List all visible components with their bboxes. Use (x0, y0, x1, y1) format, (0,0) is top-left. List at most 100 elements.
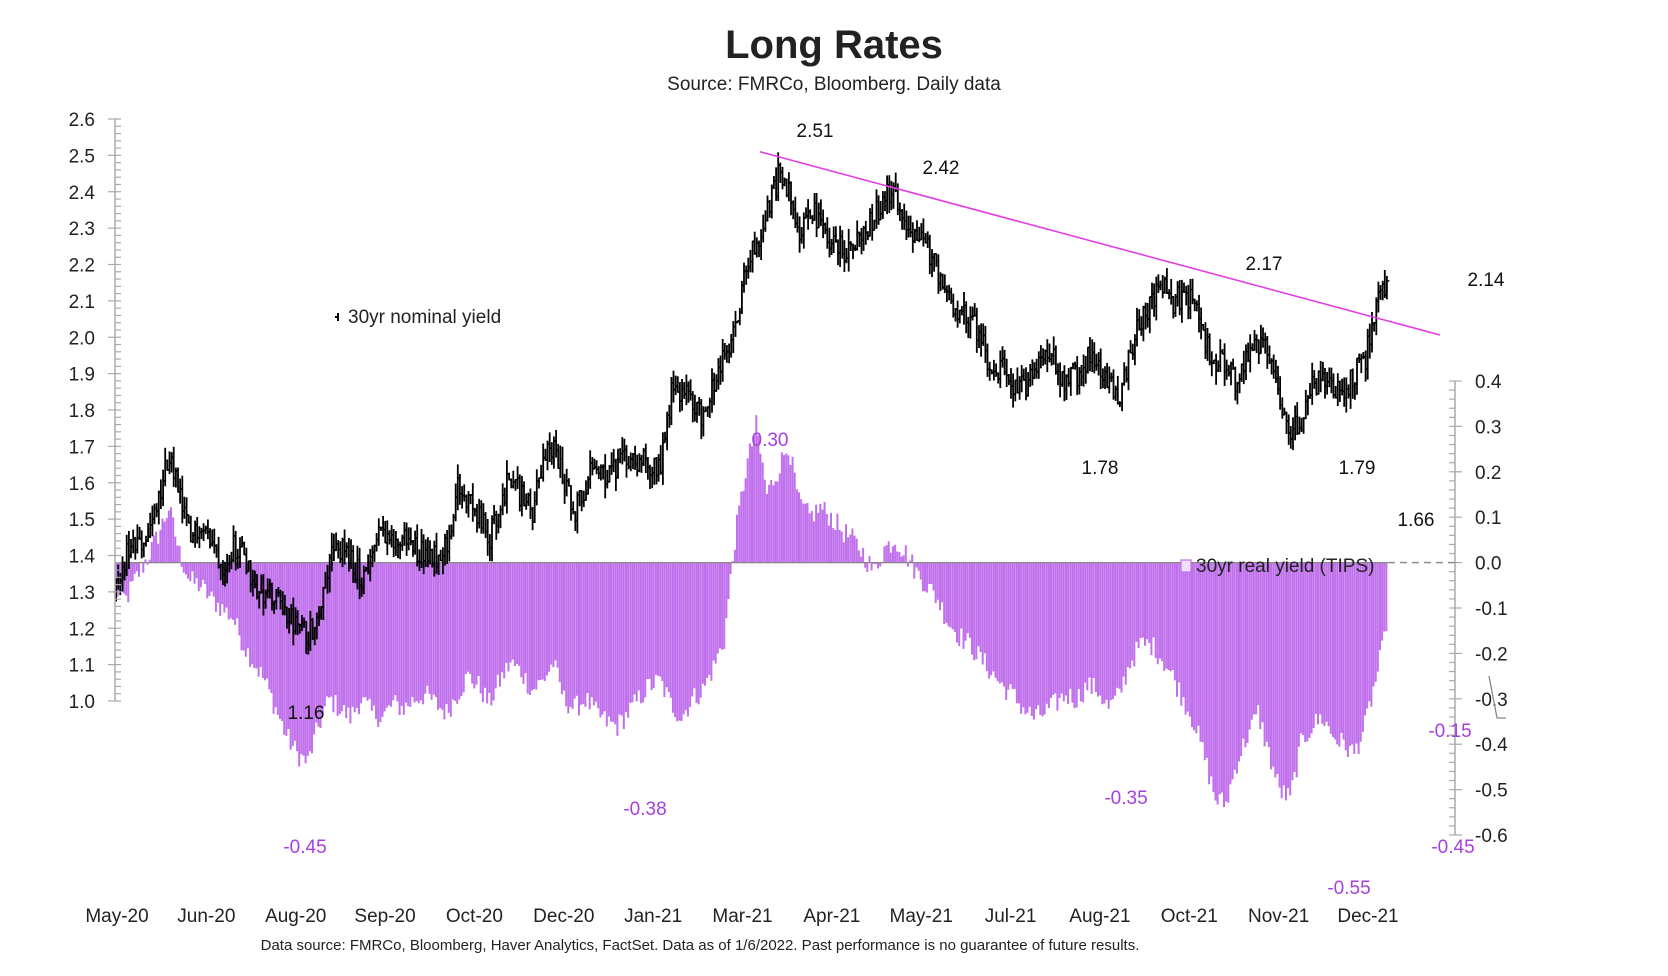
real-yield-bar (1364, 562, 1366, 716)
right-tick-label: -0.5 (1475, 781, 1508, 802)
real-yield-bar (1376, 562, 1379, 672)
real-yield-bar (240, 562, 243, 651)
real-yield-bar (569, 562, 572, 707)
real-yield-bar (507, 562, 510, 672)
right-tick-label: 0.3 (1475, 417, 1501, 438)
real-yield-bar (492, 562, 495, 701)
real-yield-bar (208, 562, 211, 596)
real-yield-bar (317, 562, 320, 727)
real-yield-bar (484, 562, 486, 688)
nominal-annotation: 2.42 (923, 158, 960, 179)
real-yield-bar (150, 542, 153, 564)
x-tick-label: Jun-20 (177, 906, 235, 927)
real-yield-bar (417, 562, 420, 704)
leader-line (1488, 675, 1506, 719)
real-yield-bar (1238, 562, 1240, 762)
x-tick-label: May-20 (85, 906, 148, 927)
real-yield-bar (785, 453, 788, 564)
real-yield-bar (964, 562, 967, 641)
real-yield-bar (1261, 562, 1264, 723)
real-yield-bar (812, 521, 815, 564)
real-yield-bar (407, 562, 410, 707)
real-yield-bar (676, 562, 679, 722)
real-yield-bar (1118, 562, 1121, 689)
real-yield-bar (725, 562, 728, 619)
real-yield-bar (934, 562, 937, 604)
real-yield-bar (304, 562, 307, 764)
real-yield-bar (174, 536, 177, 564)
real-yield-bar (1073, 562, 1076, 709)
real-yield-bar (1022, 562, 1025, 708)
real-yield-bar (847, 537, 850, 564)
real-yield-bar (1250, 562, 1253, 720)
real-yield-bar (669, 562, 672, 698)
real-yield-bar (862, 547, 865, 564)
real-yield-bar (1065, 562, 1067, 696)
real-yield-bar (1005, 562, 1008, 700)
x-tick-label: Jul-21 (985, 906, 1037, 927)
left-tick-label: 1.3 (69, 583, 95, 604)
real-yield-bar (770, 480, 773, 564)
real-yield-bar (434, 562, 437, 697)
real-yield-bar (639, 562, 642, 704)
real-yield-bar (394, 562, 397, 696)
real-yield-bar (1013, 562, 1016, 690)
real-yield-bar (1205, 562, 1208, 758)
real-yield-bar (1124, 562, 1127, 685)
real-yield-bar (383, 562, 386, 712)
real-yield-bar (1351, 562, 1354, 745)
real-yield-bar (979, 562, 982, 652)
real-yield-bar (486, 562, 489, 704)
real-yield-bar (682, 562, 685, 715)
real-yield-bar (689, 562, 692, 707)
real-yield-bar (1270, 562, 1272, 770)
real-yield-bar (133, 562, 136, 574)
real-yield-bar (1349, 562, 1352, 747)
real-yield-bar (832, 528, 835, 564)
real-yield-bar (1361, 562, 1364, 732)
real-yield-bar (1287, 562, 1290, 789)
real-yield-bar (1079, 562, 1082, 702)
real-yield-bar (845, 524, 847, 564)
real-yield-bar (783, 455, 785, 564)
real-yield-bar (1141, 562, 1144, 638)
real-yield-bar (1054, 562, 1057, 694)
real-yield-bar (1077, 562, 1080, 690)
real-yield-bar (306, 562, 309, 756)
real-yield-bar (466, 562, 469, 672)
real-yield-bar (447, 562, 450, 713)
real-yield-bar (1020, 562, 1023, 714)
real-yield-bar (469, 562, 472, 674)
real-yield-bar (904, 545, 907, 564)
real-yield-bar (1032, 562, 1035, 720)
x-tick-label: Dec-21 (1337, 906, 1398, 927)
real-yield-bar (601, 562, 604, 715)
real-yield-bar (960, 562, 963, 629)
real-yield-bar (977, 562, 980, 647)
x-tick-label: Aug-21 (1069, 906, 1130, 927)
real-yield-bar (766, 493, 768, 564)
real-yield-bar (994, 562, 997, 678)
real-yield-bar (494, 562, 497, 689)
real-yield-bar (729, 562, 732, 575)
real-yield-bar (368, 562, 371, 699)
real-yield-bar (947, 562, 950, 627)
left-tick-label: 2.2 (69, 256, 95, 277)
real-yield-bar (622, 562, 625, 730)
real-yield-bar (276, 562, 279, 715)
real-yield-bar (1150, 562, 1153, 656)
real-yield-bar (573, 562, 576, 699)
real-yield-bar (1035, 562, 1038, 710)
real-yield-bar (460, 562, 463, 697)
real-yield-bar (1323, 562, 1326, 727)
real-yield-bar (336, 562, 339, 716)
real-yield-bar (992, 562, 995, 672)
real-yield-bar (1163, 562, 1166, 671)
real-yield-bar (279, 562, 281, 719)
real-yield-bar (531, 562, 533, 691)
real-yield-bar (191, 562, 194, 572)
legend-nominal-label: 30yr nominal yield (348, 307, 501, 328)
real-yield-bar (1317, 562, 1319, 725)
real-yield-bar (721, 562, 724, 650)
real-yield-bar (1327, 562, 1330, 727)
